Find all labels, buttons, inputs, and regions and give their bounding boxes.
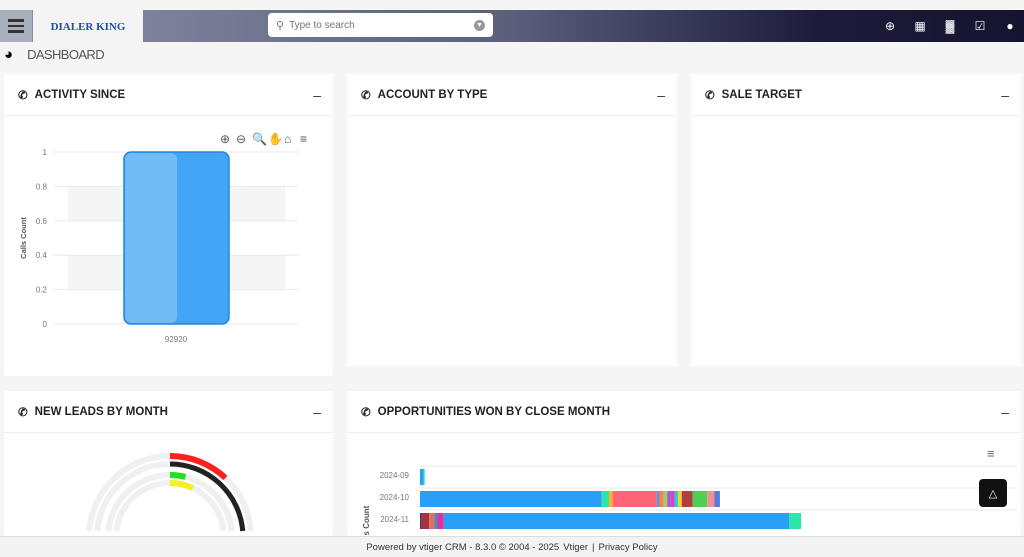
radial-track (86, 453, 254, 532)
scroll-to-top-button[interactable]: △ (979, 479, 1007, 507)
widget-title: OPPORTUNITIES WON BY CLOSE MONTH (377, 405, 610, 418)
search-icon: ⚲ (276, 19, 285, 32)
bar-segment (670, 491, 675, 507)
top-bar: DIALER KING ⚲ ▼ ⊕ ▦ ▓ ☑ ● (0, 10, 1024, 42)
selection-zoom-icon[interactable]: 🔍 (252, 131, 267, 146)
y-axis-label: us Count (362, 505, 371, 535)
phone-icon: ✆ (361, 406, 371, 419)
bar-chart-icon[interactable]: ▓ (945, 19, 955, 33)
checkbox-icon[interactable]: ☑ (974, 19, 986, 33)
widget-account-by-type: ✆ ACCOUNT BY TYPE – (347, 74, 677, 366)
page-title: DASHBOARD (27, 47, 105, 62)
bar-segment (420, 491, 602, 507)
bar-segment (789, 513, 801, 529)
minimize-button[interactable]: – (313, 86, 321, 103)
bar-segment (437, 513, 444, 529)
bar-segment (681, 491, 693, 507)
phone-icon: ✆ (18, 406, 28, 419)
y-tick-label: 2024-11 (380, 515, 409, 524)
y-tick-label: 0 (43, 320, 48, 329)
widget-title: SALE TARGET (721, 88, 802, 101)
bar-segment (420, 513, 422, 529)
bar-segment (678, 491, 682, 507)
footer-text: Powered by vtiger CRM - 8.3.0 © 2004 - 2… (366, 541, 560, 553)
bar-highlight (125, 153, 177, 323)
bar-segment (421, 513, 430, 529)
user-icon[interactable]: ● (1006, 19, 1014, 33)
search-input[interactable] (289, 19, 469, 31)
x-tick-label: 92920 (165, 335, 188, 344)
breadcrumb: ◕ DASHBOARD (4, 46, 105, 63)
bar-segment (423, 469, 425, 485)
bar-segment (429, 513, 435, 529)
dashboard-icon: ◕ (4, 46, 14, 63)
y-tick-label: 0.6 (36, 217, 48, 226)
minimize-button[interactable]: – (1001, 403, 1009, 420)
bar-segment (663, 491, 668, 507)
chart-menu-icon[interactable]: ≡ (300, 132, 307, 146)
bar-segment (692, 491, 708, 507)
minimize-button[interactable]: – (313, 403, 321, 420)
widget-title: ACTIVITY SINCE (34, 88, 126, 101)
menu-toggle-button[interactable] (0, 10, 32, 42)
vtiger-link[interactable]: Vtiger (563, 541, 589, 553)
bar-segment (659, 491, 664, 507)
zoom-out-icon[interactable]: ⊖ (236, 132, 246, 146)
radial-bar (169, 472, 187, 480)
plus-circle-icon[interactable]: ⊕ (884, 19, 896, 33)
y-axis-label: Calls Count (19, 217, 28, 259)
widget-sale-target: ✆ SALE TARGET – (691, 74, 1021, 366)
widget-opportunities-won: ✆ OPPORTUNITIES WON BY CLOSE MONTH – us Co… (347, 391, 1021, 536)
footer-separator: | (592, 541, 595, 553)
bar-segment (612, 491, 657, 507)
chart-menu-icon[interactable]: ≡ (987, 446, 995, 461)
activity-chart: 0 0.2 0.4 0.6 0.8 1 Calls Count 92920 ⊕ ⊖ 🔍 ✋ ⌂ ≡ (19, 131, 307, 344)
phone-icon: ✆ (361, 89, 371, 102)
y-tick-label: 0.2 (36, 286, 48, 295)
bar-segment (714, 491, 720, 507)
logo-text: DIALER KING (50, 21, 126, 33)
logo[interactable]: DIALER KING (33, 10, 143, 42)
pan-icon[interactable]: ✋ (268, 132, 283, 146)
y-tick-label: 1 (43, 148, 48, 157)
bar (123, 151, 230, 325)
bar-segment (434, 513, 438, 529)
bar-segment (674, 491, 679, 507)
widget-activity-since: ✆ ACTIVITY SINCE – 0 0.2 0.4 0.6 0.8 1 Calls Cou… (4, 74, 333, 376)
widget-title: NEW LEADS BY MONTH (34, 405, 168, 418)
bar-segment (667, 491, 671, 507)
bar-segment (707, 491, 715, 507)
widget-title: ACCOUNT BY TYPE (377, 88, 488, 101)
minimize-button[interactable]: – (1001, 86, 1009, 103)
bar-segment (420, 469, 424, 485)
bar-segment (609, 491, 613, 507)
minimize-button[interactable]: – (657, 86, 665, 103)
y-tick-label: 0.4 (36, 251, 48, 260)
privacy-policy-link[interactable]: Privacy Policy (598, 541, 658, 553)
search-box[interactable]: ⚲ ▼ (268, 13, 493, 37)
bar-segment (601, 491, 610, 507)
bar-segment (656, 491, 660, 507)
y-tick-label: 2024-10 (380, 493, 410, 502)
phone-icon: ✆ (18, 89, 28, 102)
y-tick-label: 2024-09 (380, 471, 410, 480)
opportunities-chart: us Count ≡ 2024-09 2024-10 2024-11 (362, 446, 1017, 535)
footer: Powered by vtiger CRM - 8.3.0 © 2004 - 2… (0, 536, 1024, 557)
zoom-in-icon[interactable]: ⊕ (220, 132, 230, 146)
phone-icon: ✆ (705, 89, 715, 102)
search-options-icon[interactable]: ▼ (474, 19, 485, 31)
bar-segment (443, 513, 790, 529)
widget-new-leads-by-month: ✆ NEW LEADS BY MONTH – (4, 391, 333, 536)
radial-bar (169, 461, 246, 532)
reset-zoom-icon[interactable]: ⌂ (284, 132, 291, 146)
leads-radial-chart (86, 453, 254, 532)
radial-bar (169, 453, 228, 481)
y-tick-label: 0.8 (36, 182, 48, 191)
radial-bar (169, 480, 195, 491)
calendar-icon[interactable]: ▦ (914, 19, 926, 33)
